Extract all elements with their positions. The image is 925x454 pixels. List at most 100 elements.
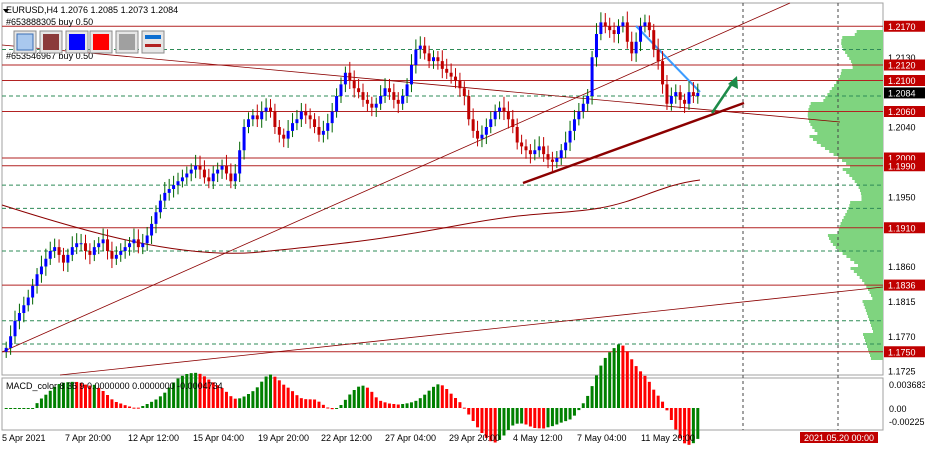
macd-bar bbox=[299, 398, 303, 408]
volume-profile-bar bbox=[812, 126, 883, 129]
candle-body bbox=[594, 34, 598, 58]
macd-bar bbox=[145, 404, 149, 408]
macd-bar bbox=[484, 408, 488, 438]
forecast-arrow-line bbox=[710, 81, 735, 114]
resistance-trendline bbox=[635, 25, 701, 93]
macd-bar bbox=[106, 395, 110, 408]
macd-bar bbox=[35, 403, 39, 408]
price-label: 1.1770 bbox=[888, 332, 916, 342]
candle-body bbox=[568, 130, 572, 143]
macd-bar bbox=[242, 396, 246, 408]
candle-body bbox=[110, 251, 114, 259]
price-label-bg bbox=[884, 346, 925, 358]
macd-bar bbox=[22, 408, 26, 409]
cursor-time-label: 2021.05.20 00:00 bbox=[804, 433, 874, 443]
volume-profile-bar bbox=[871, 357, 883, 360]
macd-bar bbox=[48, 390, 52, 408]
collapse-icon[interactable] bbox=[3, 9, 9, 13]
candle-body bbox=[66, 254, 70, 263]
macd-bar bbox=[431, 386, 435, 408]
macd-bar bbox=[198, 373, 202, 408]
volume-profile-bar bbox=[809, 135, 883, 138]
volume-profile-bar bbox=[854, 33, 883, 36]
volume-profile-bar bbox=[850, 258, 883, 261]
candle-body bbox=[194, 165, 198, 170]
volume-profile-bar bbox=[827, 93, 883, 96]
downtrend-line bbox=[1, 44, 841, 123]
macd-bar bbox=[277, 380, 281, 408]
candle-body bbox=[691, 92, 695, 96]
candle-body bbox=[119, 251, 123, 255]
macd-bar bbox=[471, 408, 475, 421]
macd-bar bbox=[427, 390, 431, 408]
volume-profile-bar bbox=[809, 105, 883, 108]
color-swatch-red-fill bbox=[93, 34, 109, 50]
volume-profile-bar bbox=[864, 306, 883, 309]
macd-bar bbox=[634, 366, 638, 408]
macd-bar bbox=[643, 375, 647, 408]
macd-bar bbox=[348, 394, 352, 408]
candle-body bbox=[476, 130, 480, 139]
color-swatch-red-button[interactable] bbox=[89, 30, 113, 54]
volume-profile-bar bbox=[866, 312, 883, 315]
macd-bar bbox=[163, 392, 167, 408]
order-label-1: #653888305 buy 0.50 bbox=[6, 17, 93, 27]
volume-profile-bar bbox=[840, 72, 883, 75]
candle-body bbox=[291, 123, 295, 131]
moving-average-line bbox=[1, 179, 701, 254]
candle-body bbox=[326, 123, 330, 131]
volume-profile-bar bbox=[834, 84, 883, 87]
macd-bar bbox=[216, 385, 220, 408]
macd-bar bbox=[39, 398, 43, 408]
volume-profile-bar bbox=[832, 243, 883, 246]
macd-bar bbox=[251, 391, 255, 408]
macd-bar bbox=[194, 372, 198, 408]
volume-profile-bar bbox=[849, 204, 883, 207]
candle-body bbox=[189, 169, 193, 174]
macd-bar bbox=[480, 408, 484, 433]
candle-body bbox=[198, 165, 202, 170]
color-swatch-brown-button[interactable] bbox=[39, 30, 63, 54]
macd-bar bbox=[498, 408, 502, 440]
color-swatch-gray-button[interactable] bbox=[115, 30, 139, 54]
macd-bar bbox=[515, 408, 519, 424]
macd-bar bbox=[577, 408, 581, 411]
macd-bar bbox=[533, 408, 537, 428]
macd-bar bbox=[97, 387, 101, 408]
color-swatch-blue-button[interactable] bbox=[65, 30, 89, 54]
time-label: 4 May 12:00 bbox=[513, 433, 563, 443]
color-swatch-light-blue-button[interactable] bbox=[13, 30, 37, 54]
candle-body bbox=[83, 243, 87, 251]
color-swatch-gray-fill bbox=[119, 34, 135, 50]
time-label: 7 May 04:00 bbox=[577, 433, 627, 443]
macd-bar bbox=[678, 408, 682, 439]
candle-body bbox=[273, 111, 277, 127]
macd-bar bbox=[326, 407, 330, 409]
price-label: 1.2060 bbox=[888, 107, 916, 117]
price-label: 1.2130 bbox=[888, 53, 916, 63]
candle-body bbox=[211, 173, 215, 182]
macd-bar bbox=[202, 376, 206, 408]
macd-bar bbox=[269, 374, 273, 408]
candle-body bbox=[392, 92, 396, 100]
candle-body bbox=[339, 84, 343, 96]
volume-profile-bar bbox=[842, 36, 883, 39]
candle-body bbox=[643, 22, 647, 27]
price-label: 1.1750 bbox=[888, 347, 916, 357]
candle-body bbox=[31, 285, 35, 298]
volume-profile bbox=[807, 30, 883, 360]
macd-bar bbox=[590, 386, 594, 408]
line-style-blue-red-button[interactable] bbox=[141, 30, 165, 54]
macd-bar bbox=[176, 378, 180, 408]
candle-body bbox=[546, 154, 550, 160]
macd-bar bbox=[167, 387, 171, 408]
vertical-gridlines bbox=[742, 3, 839, 430]
time-label: 7 Apr 20:00 bbox=[65, 433, 111, 443]
candle-body bbox=[335, 96, 339, 112]
macd-bar bbox=[603, 357, 607, 408]
volume-profile-bar bbox=[847, 54, 883, 57]
volume-profile-bar bbox=[850, 165, 883, 168]
macd-bar bbox=[291, 391, 295, 408]
volume-profile-bar bbox=[856, 183, 883, 186]
